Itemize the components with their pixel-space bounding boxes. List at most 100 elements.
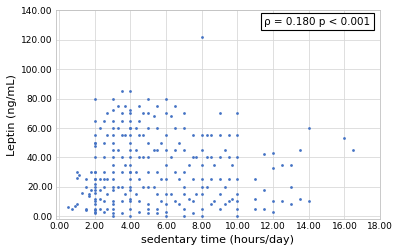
Point	[168, 155, 175, 160]
Point	[127, 89, 134, 93]
Point	[193, 192, 200, 196]
Point	[306, 200, 312, 204]
Point	[150, 114, 157, 118]
Point	[109, 119, 116, 123]
Point	[216, 155, 223, 160]
Point	[288, 185, 294, 189]
Point	[127, 155, 134, 160]
Point	[154, 148, 160, 152]
Point	[127, 207, 134, 211]
Point	[234, 192, 241, 196]
Point	[92, 185, 98, 189]
Point	[76, 173, 82, 177]
Point	[145, 126, 152, 130]
Point	[198, 185, 205, 189]
Point	[211, 200, 218, 204]
Point	[118, 133, 125, 137]
Point	[208, 177, 214, 181]
Point	[92, 141, 98, 145]
Point	[140, 185, 146, 189]
Point	[163, 210, 169, 214]
Point	[100, 119, 107, 123]
Point	[145, 207, 152, 211]
Point	[198, 35, 205, 39]
Point	[92, 202, 98, 206]
Point	[181, 126, 187, 130]
Point	[158, 177, 164, 181]
Point	[234, 155, 241, 160]
Point	[122, 104, 128, 108]
Point	[83, 207, 89, 211]
Point	[127, 177, 134, 181]
Point	[127, 197, 134, 201]
Point	[100, 155, 107, 160]
Point	[100, 185, 107, 189]
Point	[72, 204, 78, 208]
Point	[109, 108, 116, 112]
Point	[168, 114, 175, 118]
Point	[127, 163, 134, 167]
Point	[109, 211, 116, 215]
Point	[118, 185, 125, 189]
Point	[198, 133, 205, 137]
Point	[104, 133, 110, 137]
Point	[306, 126, 312, 130]
Point	[109, 97, 116, 101]
Point	[118, 119, 125, 123]
Point	[190, 177, 196, 181]
Point	[208, 133, 214, 137]
Point	[175, 177, 182, 181]
Point	[132, 148, 139, 152]
Point	[97, 177, 103, 181]
Point	[127, 170, 134, 174]
Point	[92, 191, 98, 195]
Point	[158, 141, 164, 145]
Point	[127, 200, 134, 204]
Point	[115, 104, 121, 108]
Point	[127, 185, 134, 189]
Point	[104, 192, 110, 196]
Point	[92, 182, 98, 186]
Point	[127, 170, 134, 174]
Point	[270, 200, 276, 204]
Point	[279, 163, 285, 167]
Point	[198, 207, 205, 211]
Point	[163, 133, 169, 137]
Point	[88, 188, 94, 192]
Point	[190, 133, 196, 137]
Point	[145, 211, 152, 215]
Point	[252, 177, 258, 181]
Point	[145, 185, 152, 189]
Point	[175, 141, 182, 145]
Point	[104, 177, 110, 181]
Point	[181, 192, 187, 196]
Point	[198, 148, 205, 152]
Point	[127, 214, 134, 218]
Point	[261, 152, 267, 156]
Point	[234, 207, 241, 211]
Point	[297, 148, 303, 152]
Point	[86, 194, 93, 198]
Point	[97, 197, 103, 201]
Point	[172, 148, 178, 152]
Point	[163, 148, 169, 152]
Point	[154, 207, 160, 211]
Point	[100, 200, 107, 204]
Point	[198, 214, 205, 218]
Point	[118, 155, 125, 160]
Point	[136, 133, 142, 137]
Point	[208, 155, 214, 160]
Point	[158, 200, 164, 204]
Point	[97, 126, 103, 130]
Point	[92, 170, 98, 174]
Point	[92, 177, 98, 181]
Point	[350, 148, 356, 152]
Point	[109, 141, 116, 145]
Point	[252, 197, 258, 201]
Point	[145, 141, 152, 145]
Point	[163, 163, 169, 167]
Point	[136, 104, 142, 108]
Point	[92, 197, 98, 201]
Point	[225, 200, 232, 204]
Point	[341, 136, 348, 140]
